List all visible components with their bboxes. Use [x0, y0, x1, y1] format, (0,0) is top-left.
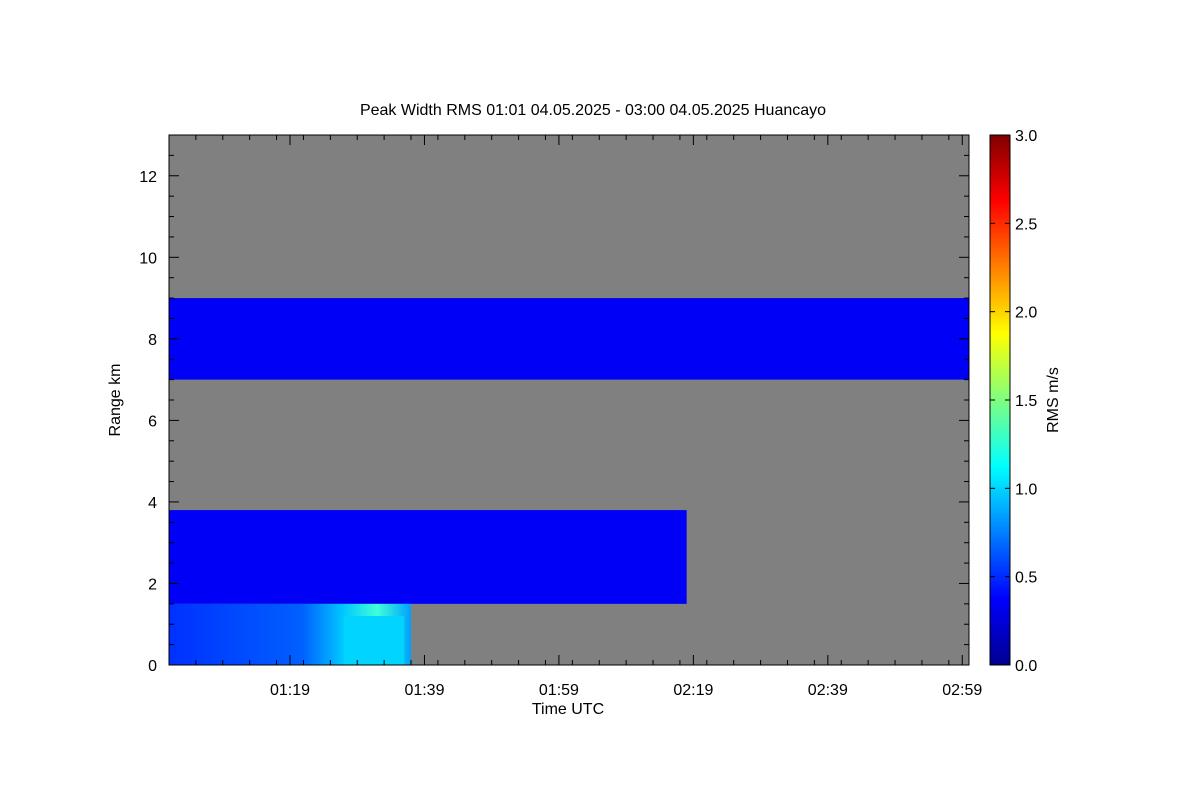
region-upper-layer [169, 298, 969, 380]
colorbar-tick-label: 2.5 [1015, 216, 1037, 233]
y-tick-label: 2 [148, 576, 157, 593]
chart-title: Peak Width RMS 01:01 04.05.2025 - 03:00 … [360, 102, 826, 119]
x-tick-label: 02:39 [808, 682, 848, 699]
colorbar-label: RMS m/s [1045, 367, 1062, 433]
y-tick-label: 10 [139, 250, 157, 267]
y-tick-label: 0 [148, 658, 157, 675]
x-tick-label: 01:59 [539, 682, 579, 699]
region-lower-layer-peak [343, 616, 405, 665]
y-tick-label: 12 [139, 169, 157, 186]
x-tick-label: 01:19 [270, 682, 310, 699]
colorbar-tick-label: 0.0 [1015, 658, 1037, 675]
x-tick-label: 01:39 [404, 682, 444, 699]
y-tick-label: 4 [148, 495, 157, 512]
colorbar-tick-label: 0.5 [1015, 570, 1037, 587]
colorbar-tick-label: 1.0 [1015, 481, 1037, 498]
y-axis-label: Range km [107, 364, 124, 437]
data-regions [169, 298, 969, 665]
x-axis-label: Time UTC [532, 701, 604, 718]
region-middle-layer [169, 510, 687, 604]
colorbar-tick-label: 3.0 [1015, 128, 1037, 145]
axes: 01:19 01:39 01:59 02:19 02:39 02:59 0 2 4 6 8 10 12 [139, 134, 982, 699]
colorbar-tick-label: 1.5 [1015, 393, 1037, 410]
x-tick-label: 02:19 [673, 682, 713, 699]
colorbar-tick-label: 2.0 [1015, 305, 1037, 322]
colorbar-ticks: 0.0 0.5 1.0 1.5 2.0 2.5 3.0 [990, 128, 1037, 675]
y-tick-label: 8 [148, 332, 157, 349]
y-tick-label: 6 [148, 413, 157, 430]
x-tick-label: 02:59 [942, 682, 982, 699]
